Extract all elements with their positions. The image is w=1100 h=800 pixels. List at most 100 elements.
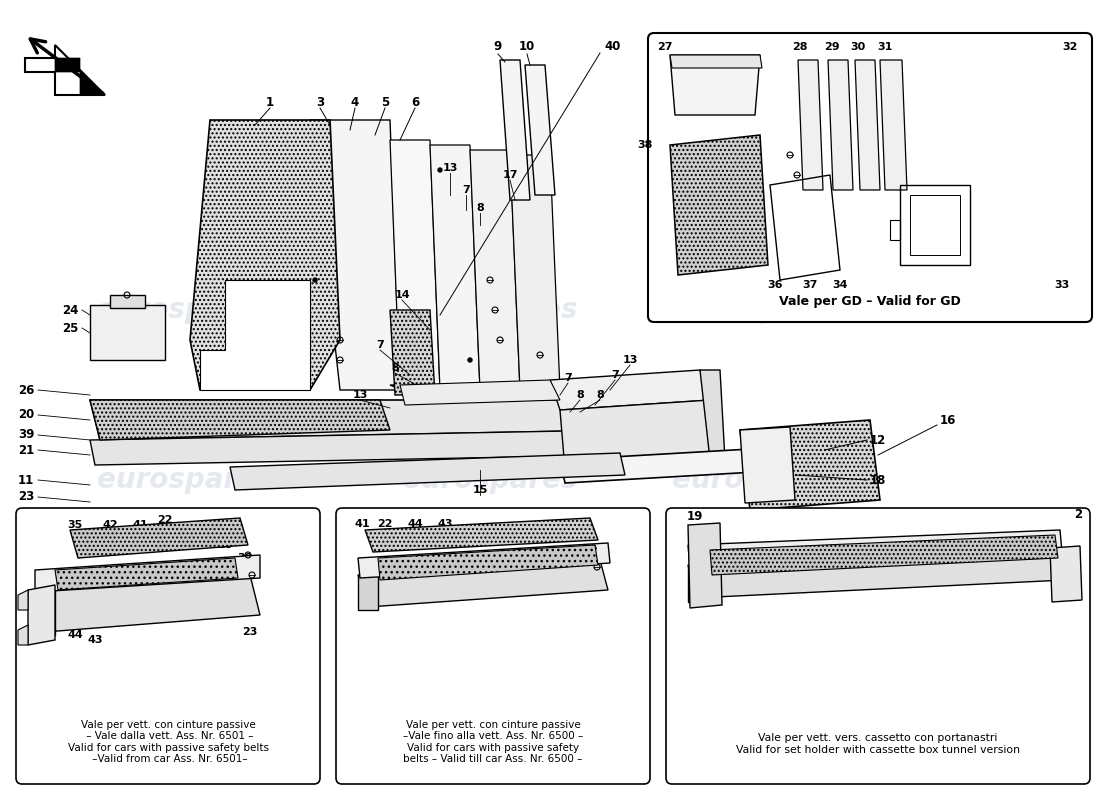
Polygon shape xyxy=(500,60,530,200)
Polygon shape xyxy=(358,560,608,607)
Polygon shape xyxy=(470,150,520,390)
Polygon shape xyxy=(190,120,340,390)
Text: 9: 9 xyxy=(494,41,502,54)
Text: 23: 23 xyxy=(242,627,257,637)
Text: 44: 44 xyxy=(67,630,82,640)
Text: 25: 25 xyxy=(62,322,78,334)
Text: eurospares: eurospares xyxy=(672,296,848,324)
Text: 13: 13 xyxy=(352,390,367,400)
Polygon shape xyxy=(550,370,710,410)
Text: eurospares: eurospares xyxy=(403,466,578,494)
Text: 39: 39 xyxy=(238,553,253,563)
Polygon shape xyxy=(525,65,556,195)
Text: Vale per GD – Valid for GD: Vale per GD – Valid for GD xyxy=(779,295,961,309)
Polygon shape xyxy=(358,543,610,578)
Polygon shape xyxy=(700,370,725,460)
Polygon shape xyxy=(90,400,390,440)
FancyBboxPatch shape xyxy=(16,508,320,784)
Text: 13: 13 xyxy=(442,163,458,173)
Text: 16: 16 xyxy=(940,414,956,426)
Polygon shape xyxy=(28,585,55,645)
Polygon shape xyxy=(510,155,560,390)
Polygon shape xyxy=(670,55,762,68)
Polygon shape xyxy=(18,625,28,645)
Text: 42: 42 xyxy=(102,520,118,530)
Polygon shape xyxy=(365,518,598,552)
Text: 21: 21 xyxy=(18,443,34,457)
Polygon shape xyxy=(110,295,145,308)
Polygon shape xyxy=(688,530,1062,568)
Text: 31: 31 xyxy=(878,42,893,52)
Text: Vale per vett. con cinture passive
 – Vale dalla vett. Ass. Nr. 6501 –
Valid for: Vale per vett. con cinture passive – Val… xyxy=(67,720,268,765)
Text: 37: 37 xyxy=(802,280,817,290)
Text: 44: 44 xyxy=(407,519,422,529)
Text: 13: 13 xyxy=(623,355,638,365)
Text: 2: 2 xyxy=(1074,507,1082,521)
Text: 11: 11 xyxy=(18,474,34,486)
Text: 22: 22 xyxy=(157,515,173,525)
Text: 27: 27 xyxy=(658,42,673,52)
Text: 46: 46 xyxy=(28,613,44,623)
Polygon shape xyxy=(230,453,625,490)
Polygon shape xyxy=(390,140,440,390)
Text: 24: 24 xyxy=(62,303,78,317)
Text: 4: 4 xyxy=(351,95,359,109)
Polygon shape xyxy=(25,45,104,95)
Polygon shape xyxy=(740,427,795,503)
Circle shape xyxy=(438,168,442,172)
Text: 34: 34 xyxy=(833,280,848,290)
Text: 7: 7 xyxy=(462,185,470,195)
Text: 45: 45 xyxy=(28,627,44,637)
Polygon shape xyxy=(90,305,165,360)
Text: 39: 39 xyxy=(18,429,34,442)
Text: 30: 30 xyxy=(850,42,866,52)
Text: 8: 8 xyxy=(476,203,484,213)
Text: eurospares: eurospares xyxy=(97,466,273,494)
Text: 41: 41 xyxy=(132,520,147,530)
Polygon shape xyxy=(90,400,630,440)
Polygon shape xyxy=(670,55,760,115)
Polygon shape xyxy=(740,420,880,510)
Polygon shape xyxy=(200,280,310,390)
Text: 29: 29 xyxy=(824,42,839,52)
Text: 8: 8 xyxy=(576,390,584,400)
Text: eurospares: eurospares xyxy=(672,466,848,494)
Polygon shape xyxy=(400,380,560,405)
Polygon shape xyxy=(378,545,598,580)
Text: 23: 23 xyxy=(18,490,34,503)
Polygon shape xyxy=(70,518,248,558)
Circle shape xyxy=(468,358,472,362)
Text: 1: 1 xyxy=(266,95,274,109)
Polygon shape xyxy=(358,575,378,610)
Text: Vale per vett. con cinture passive
–Vale fino alla vett. Ass. Nr. 6500 –
Valid f: Vale per vett. con cinture passive –Vale… xyxy=(403,720,583,765)
Polygon shape xyxy=(560,445,825,483)
Text: 15: 15 xyxy=(472,485,487,495)
Polygon shape xyxy=(710,535,1058,575)
Text: 26: 26 xyxy=(18,383,34,397)
Text: 33: 33 xyxy=(1055,280,1069,290)
Text: eurospares: eurospares xyxy=(97,296,273,324)
FancyBboxPatch shape xyxy=(666,508,1090,784)
Polygon shape xyxy=(560,400,715,470)
FancyBboxPatch shape xyxy=(648,33,1092,322)
Text: 20: 20 xyxy=(18,409,34,422)
Text: 17: 17 xyxy=(503,170,518,180)
Polygon shape xyxy=(55,558,238,590)
Polygon shape xyxy=(670,135,768,275)
Polygon shape xyxy=(855,60,880,190)
Polygon shape xyxy=(880,60,907,190)
Text: 32: 32 xyxy=(1063,42,1078,52)
Polygon shape xyxy=(688,523,722,608)
Text: 8: 8 xyxy=(596,390,604,400)
Polygon shape xyxy=(390,385,620,410)
Polygon shape xyxy=(798,60,823,190)
Polygon shape xyxy=(828,60,852,190)
Text: 7: 7 xyxy=(564,373,572,383)
Text: 12: 12 xyxy=(870,434,887,446)
Polygon shape xyxy=(430,145,480,390)
Text: 41: 41 xyxy=(354,519,370,529)
Text: 18: 18 xyxy=(870,474,887,486)
FancyBboxPatch shape xyxy=(336,508,650,784)
Text: 36: 36 xyxy=(768,280,783,290)
Text: 28: 28 xyxy=(792,42,807,52)
